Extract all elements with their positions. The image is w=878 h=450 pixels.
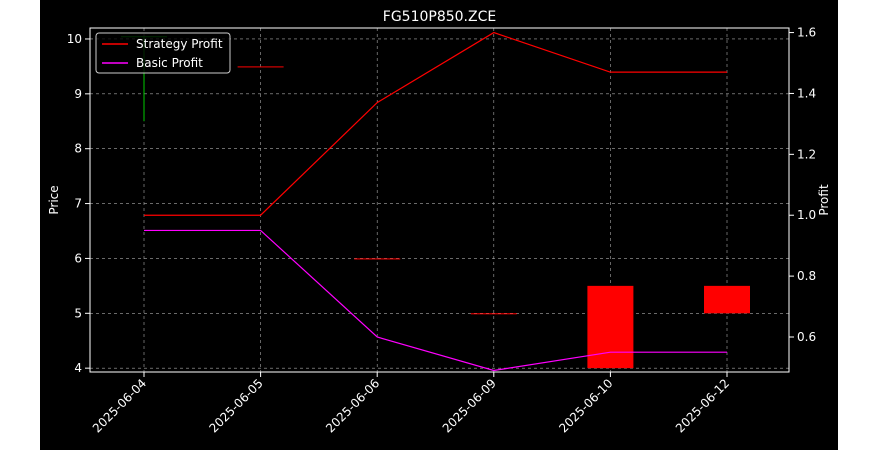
candle-body <box>354 258 401 260</box>
legend-label-strategy-profit: Strategy Profit <box>136 37 223 51</box>
candle-body <box>470 313 517 315</box>
x-tick-label: 2025-06-06 <box>323 376 382 435</box>
candle-body <box>587 285 634 369</box>
series-line-strategy-profit <box>144 31 727 216</box>
y-tick-label: 4 <box>74 361 82 375</box>
y2-axis-label: Profit <box>817 184 831 216</box>
y2-tick-label: 1.2 <box>797 147 816 161</box>
candles <box>121 36 750 369</box>
y-tick-label: 9 <box>74 87 82 101</box>
y2-tick-label: 1.0 <box>797 208 816 222</box>
y2-tick-label: 0.8 <box>797 269 816 283</box>
x-tick-label: 2025-06-12 <box>673 376 732 435</box>
chart-container: 2025-06-04 2025-06-05 2025-06-06 2025-06-09… <box>40 0 838 450</box>
y-tick-label: 8 <box>74 142 82 156</box>
x-tick-label: 2025-06-04 <box>90 376 149 435</box>
candle-body <box>704 285 750 314</box>
x-tick-label: 2025-06-09 <box>440 376 499 435</box>
grid <box>90 28 789 372</box>
x-tick-label: 2025-06-05 <box>207 376 266 435</box>
legend-label-basic-profit: Basic Profit <box>136 56 203 70</box>
y-tick-label: 6 <box>74 251 82 265</box>
candle-body <box>237 66 284 68</box>
plot-frame <box>89 27 790 373</box>
chart-svg: 2025-06-04 2025-06-05 2025-06-06 2025-06-09… <box>47 9 831 435</box>
y2-tick-label: 1.4 <box>797 86 816 100</box>
y-tick-label: 10 <box>67 32 82 46</box>
y-tick-label: 7 <box>74 197 82 211</box>
profit-lines <box>144 31 727 372</box>
x-tick-label: 2025-06-10 <box>556 376 615 435</box>
y-tick-label: 5 <box>74 306 82 320</box>
series-line-basic-profit <box>144 229 727 372</box>
y2-tick-label: 0.6 <box>797 330 816 344</box>
legend: Strategy Profit Basic Profit <box>95 32 231 74</box>
chart-title: FG510P850.ZCE <box>383 9 496 25</box>
legend-box <box>95 32 231 74</box>
y2-tick-label: 1.6 <box>797 26 816 40</box>
y-axis-label: Price <box>47 185 61 214</box>
